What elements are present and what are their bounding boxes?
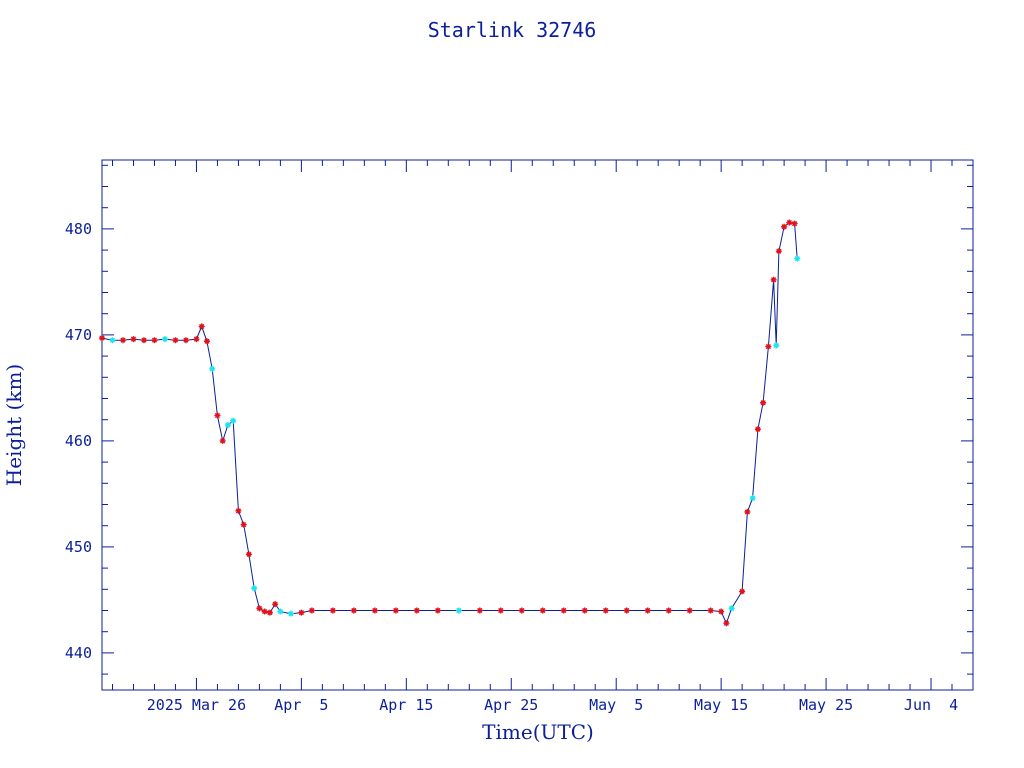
- data-point: [707, 607, 714, 614]
- x-tick-label: May 25: [799, 696, 853, 714]
- data-point: [518, 607, 525, 614]
- data-point: [203, 338, 210, 345]
- data-point: [140, 337, 147, 344]
- data-point: [560, 607, 567, 614]
- data-point: [329, 607, 336, 614]
- data-point: [744, 508, 751, 515]
- data-point: [644, 607, 651, 614]
- data-point: [602, 607, 609, 614]
- data-point: [277, 608, 284, 615]
- x-tick-label: 2025 Mar 26: [147, 696, 246, 714]
- data-point: [230, 417, 237, 424]
- data-point: [266, 609, 273, 616]
- data-point: [623, 607, 630, 614]
- axis-ticks: [102, 160, 974, 690]
- x-axis-label: Time(UTC): [482, 720, 594, 744]
- data-point: [476, 607, 483, 614]
- y-tick-label: 470: [65, 326, 92, 344]
- data-point: [350, 607, 357, 614]
- series-line: [101, 221, 798, 625]
- data-point: [770, 276, 777, 283]
- data-point: [497, 607, 504, 614]
- y-tick-label: 450: [65, 538, 92, 556]
- data-point: [539, 607, 546, 614]
- data-point: [240, 521, 247, 528]
- data-point: [718, 608, 725, 615]
- data-point: [182, 337, 189, 344]
- data-point: [665, 607, 672, 614]
- data-point: [251, 585, 258, 592]
- x-tick-label: May 15: [694, 696, 748, 714]
- data-point: [261, 608, 268, 615]
- data-point: [308, 607, 315, 614]
- axis-tick-labels: 440 450 460 470 480 2025 Mar 26 Apr 5 Apr 15 Apr…: [65, 220, 958, 714]
- data-point: [245, 551, 252, 558]
- data-point: [794, 255, 801, 262]
- data-point: [256, 605, 263, 612]
- y-axis-label: Height (km): [2, 364, 26, 486]
- y-tick-label: 460: [65, 432, 92, 450]
- series-layer: [99, 219, 801, 627]
- data-point: [455, 607, 462, 614]
- data-point: [791, 220, 798, 227]
- data-point: [413, 607, 420, 614]
- data-point: [298, 609, 305, 616]
- data-point: [109, 337, 116, 344]
- y-tick-label: 440: [65, 644, 92, 662]
- data-point: [739, 588, 746, 595]
- data-point: [728, 605, 735, 612]
- data-point: [272, 601, 279, 608]
- data-point: [760, 399, 767, 406]
- data-point: [287, 610, 294, 617]
- data-point: [775, 248, 782, 255]
- x-tick-label: Apr 5: [274, 696, 328, 714]
- chart-title: Starlink 32746: [428, 18, 597, 42]
- x-tick-label: Apr 15: [379, 696, 433, 714]
- data-point: [119, 337, 126, 344]
- data-point: [198, 323, 205, 330]
- x-tick-label: Apr 25: [484, 696, 538, 714]
- data-point: [130, 336, 137, 343]
- data-point: [723, 620, 730, 627]
- data-point: [781, 223, 788, 230]
- data-point: [686, 607, 693, 614]
- data-point: [371, 607, 378, 614]
- data-point: [224, 422, 231, 428]
- data-point: [151, 337, 158, 344]
- data-point: [193, 336, 200, 343]
- x-tick-label: Jun 4: [904, 696, 958, 714]
- data-point: [754, 426, 761, 433]
- data-point: [214, 412, 221, 419]
- data-point: [392, 607, 399, 614]
- data-point: [219, 437, 226, 444]
- data-point: [765, 343, 772, 350]
- data-point: [161, 336, 168, 343]
- plot-frame: [101, 159, 974, 691]
- data-point: [773, 342, 780, 349]
- y-tick-label: 480: [65, 220, 92, 238]
- data-point: [749, 495, 756, 502]
- data-point: [786, 219, 793, 226]
- data-point: [434, 607, 441, 614]
- data-point: [209, 365, 216, 372]
- data-point: [172, 337, 179, 344]
- data-point: [99, 335, 105, 342]
- x-tick-label: May 5: [589, 696, 643, 714]
- data-point: [235, 507, 242, 514]
- data-point: [581, 607, 588, 614]
